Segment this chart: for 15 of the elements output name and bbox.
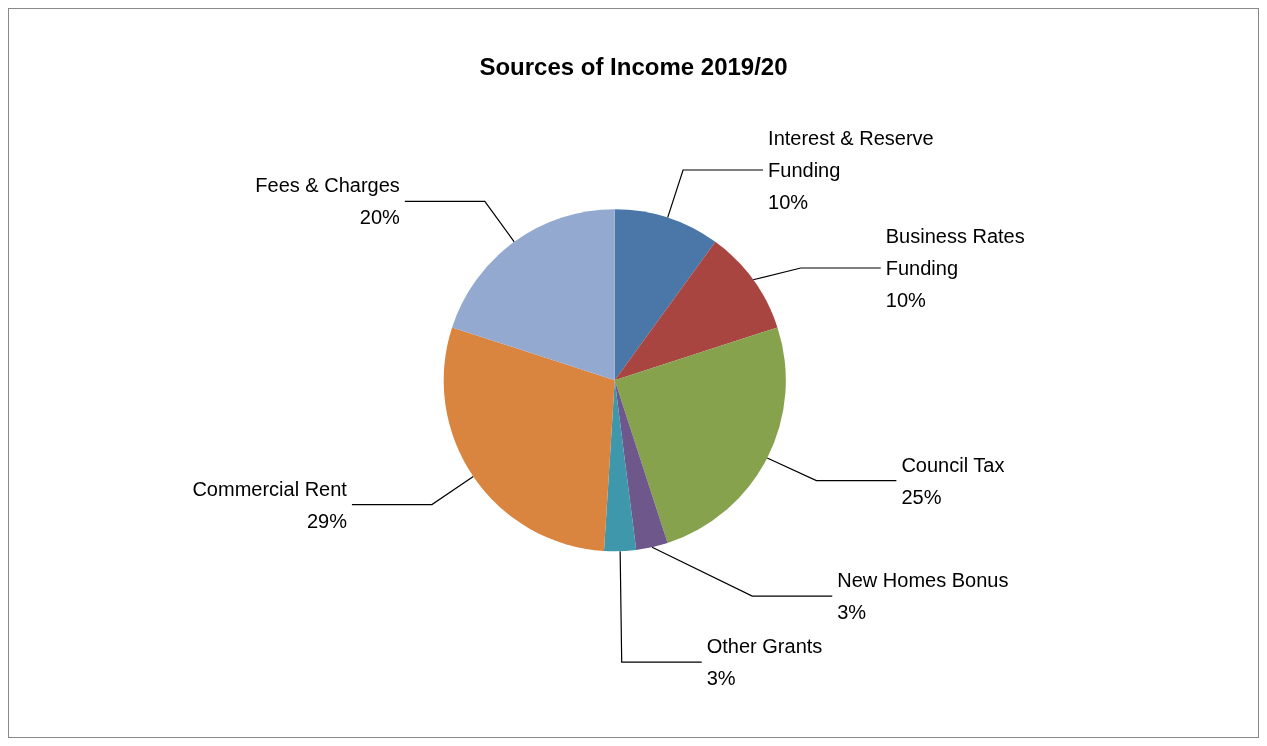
- slice-label: Interest & Reserve Funding: [768, 127, 940, 182]
- slice-label: Other Grants: [706, 635, 823, 658]
- data-label: 29%: [306, 509, 348, 532]
- slice-label: New Homes Bonus: [837, 569, 1009, 592]
- data-label: 25%: [901, 485, 942, 508]
- chart-title: Sources of Income 2019/20: [479, 52, 788, 80]
- data-label: 3%: [706, 667, 736, 690]
- slice-label: Council Tax: [901, 453, 1005, 476]
- data-label: 3%: [837, 601, 867, 624]
- data-label: 20%: [359, 206, 401, 229]
- slice-label: Fees & Charges: [255, 174, 400, 197]
- slice-label: Commercial Rent: [192, 477, 348, 500]
- data-label: 10%: [768, 191, 809, 214]
- data-label: 10%: [885, 289, 926, 312]
- slice-label: Business Rates Funding: [885, 225, 1031, 280]
